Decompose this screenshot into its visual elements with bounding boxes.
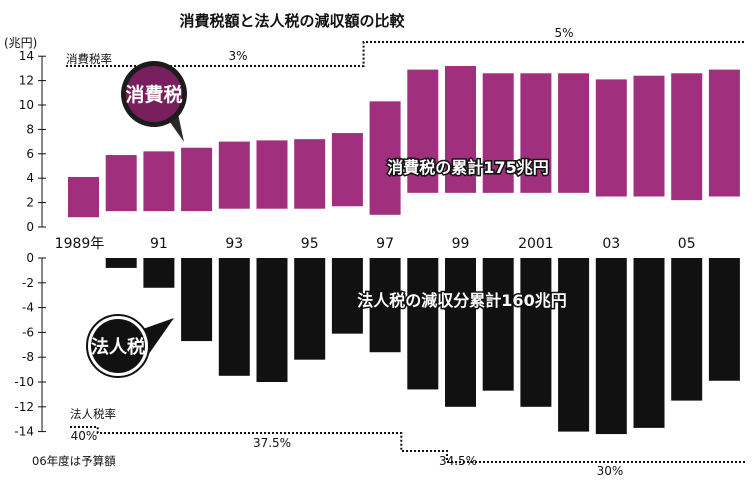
top-y-tick-label: 6 [26, 147, 34, 161]
top-y-tick-label: 12 [19, 74, 34, 88]
bottom-y-tick-label: -8 [22, 350, 34, 364]
x-tick-label: 91 [150, 236, 168, 252]
consumption-bar [671, 73, 703, 201]
corporate-bar [105, 258, 137, 268]
corporate-bar [708, 258, 740, 381]
consumption-rate-label: 消費税率 [66, 52, 112, 66]
x-tick-label: 03 [602, 236, 620, 252]
corporate-bar [369, 258, 401, 353]
consumption-rate-3pct: 3% [228, 49, 247, 63]
corporate-rate-dotted-line [70, 426, 745, 463]
bottom-y-tick-label: -14 [14, 425, 34, 439]
top-axis-ticks: 0 2 4 6 8 10 12 14 [19, 49, 46, 234]
top-y-tick-label: 0 [26, 220, 34, 234]
corporate-bar [407, 258, 439, 390]
consumption-bar [633, 75, 665, 197]
corporate-rate-30pct: 30% [597, 464, 624, 478]
corporate-rate-34-5pct: 34.5% [439, 454, 477, 468]
consumption-bar [68, 176, 99, 218]
consumption-bar [445, 65, 476, 193]
top-y-tick-label: 14 [19, 49, 34, 63]
consumption-rate-5pct: 5% [554, 26, 573, 40]
consumption-bar [143, 151, 175, 212]
bottom-axis-ticks: 0 -2 -4 -6 -8 -10 -12 -14 [14, 251, 46, 439]
corporate-bar [633, 258, 665, 428]
consumption-bar [708, 69, 740, 197]
corporate-bar [181, 258, 213, 342]
corporate-tax-badge: 法人税 [86, 314, 174, 378]
consumption-bar [482, 73, 514, 193]
top-y-tick-label: 2 [26, 196, 34, 210]
x-tick-label: 2001 [518, 236, 554, 252]
corporate-rate-label: 法人税率 [70, 407, 116, 421]
corporate-bar [671, 258, 703, 401]
top-y-tick-label: 10 [19, 98, 34, 112]
corporate-rate-37-5pct: 37.5% [253, 436, 291, 450]
bottom-y-tick-label: -10 [14, 375, 34, 389]
x-tick-label: 93 [225, 236, 243, 252]
consumption-tax-badge: 消費税 [121, 61, 187, 142]
top-y-tick-label: 4 [26, 171, 34, 185]
corporate-bar [595, 258, 627, 435]
corporate-bar [331, 258, 363, 334]
x-tick-label: 97 [376, 236, 394, 252]
x-tick-label: 1989年 [55, 236, 105, 252]
consumption-bar [520, 73, 552, 193]
x-tick-label: 99 [452, 236, 470, 252]
consumption-bar [558, 73, 590, 193]
consumption-bar [407, 69, 439, 193]
footnote: 06年度は予算額 [32, 454, 116, 468]
corporate-bar [294, 258, 326, 360]
corporate-badge-label: 法人税 [91, 336, 145, 358]
bottom-y-tick-label: -12 [14, 400, 34, 414]
corporate-rate-40pct: 40% [71, 429, 98, 443]
consumption-bar [105, 155, 137, 212]
unit-label: (兆円) [4, 36, 37, 50]
corporate-bar [445, 258, 476, 407]
consumption-badge-label: 消費税 [125, 83, 182, 106]
corporate-bar [482, 258, 514, 391]
bottom-y-tick-label: -4 [22, 301, 34, 315]
consumption-bar [331, 133, 363, 207]
corporate-total-annotation: 法人税の減収分累計160兆円 [357, 291, 566, 310]
bottom-y-tick-label: -6 [22, 325, 34, 339]
consumption-tax-rate-line: 3% 5% [66, 26, 745, 67]
corporate-bar [558, 258, 590, 432]
chart-title: 消費税額と法人税の減収額の比較 [179, 12, 405, 30]
x-axis-tick-labels: 1989年 91 93 95 97 99 2001 03 05 [55, 236, 696, 252]
consumption-tax-bars [68, 65, 740, 218]
corporate-bar [218, 258, 250, 376]
x-tick-label: 95 [301, 236, 319, 252]
corporate-tax-rate-line: 40% 37.5% 34.5% 30% [70, 426, 745, 478]
consumption-bar [369, 101, 401, 215]
bottom-y-tick-label: 0 [26, 251, 34, 265]
consumption-bar [218, 141, 250, 209]
corporate-tax-bars [105, 258, 740, 435]
consumption-rate-dotted-line [66, 41, 745, 67]
consumption-bar [294, 139, 326, 209]
consumption-bar [256, 140, 288, 209]
corporate-bar [256, 258, 288, 382]
x-tick-label: 05 [678, 236, 696, 252]
corporate-bar [143, 258, 175, 288]
top-y-tick-label: 8 [26, 122, 34, 136]
bottom-y-tick-label: -2 [22, 276, 34, 290]
consumption-total-annotation: 消費税の累計175兆円 [387, 158, 548, 177]
corporate-bar [520, 258, 552, 407]
consumption-bar [595, 79, 627, 197]
consumption-bar [181, 147, 213, 212]
